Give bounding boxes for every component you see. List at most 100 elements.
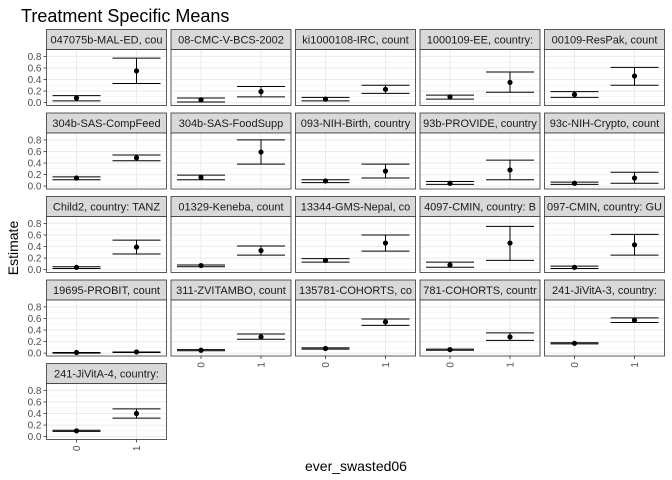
y-tick-label: 0.2	[28, 337, 42, 348]
facet-panel: 93b-PROVIDE, country	[419, 112, 541, 190]
x-tick-label: 1	[630, 362, 641, 368]
panel-border	[295, 49, 416, 106]
y-tick-label: 0.6	[28, 63, 42, 74]
data-point	[507, 167, 513, 173]
data-point	[571, 91, 578, 98]
data-point	[631, 175, 638, 181]
facet-strip-label: 047075b-MAL-ED, cou	[51, 35, 163, 47]
y-tick-label: 0.4	[28, 242, 42, 253]
panel-border	[419, 49, 541, 106]
data-point	[382, 168, 389, 174]
facet-panel: 241-JiVitA-3, country: 0 1	[544, 279, 665, 368]
panel-background	[544, 49, 665, 106]
panel-border	[419, 216, 541, 273]
facet-panel: 93c-NIH-Crypto, count	[544, 112, 665, 190]
data-point	[447, 180, 453, 186]
x-tick-label: 0	[72, 445, 83, 451]
panel-border	[170, 299, 292, 357]
facet-strip-label: ki1000108-IRC, count	[302, 35, 408, 47]
data-point	[258, 89, 264, 95]
x-tick-label: 0	[446, 362, 457, 368]
panel-background	[295, 49, 416, 106]
y-axis-title: Estimate	[5, 221, 21, 276]
y-tick-label: 0.0	[28, 182, 42, 193]
panel-background	[46, 216, 167, 273]
panel-border	[170, 49, 292, 106]
y-tick-label: 0.8	[28, 52, 42, 63]
data-point	[133, 68, 140, 74]
facet-panel: 4097-CMIN, country: B	[419, 196, 541, 273]
y-tick-label: 0.6	[28, 397, 42, 408]
data-point	[73, 95, 80, 101]
y-tick-label: 0.4	[28, 159, 42, 170]
facet-panel: 304b-SAS-CompFeed 0.00.20.40.60.8	[28, 112, 167, 193]
data-point	[447, 262, 453, 268]
y-tick-label: 0.6	[28, 230, 42, 241]
panel-background	[544, 216, 665, 273]
facet-strip-label: 4097-CMIN, country: B	[424, 202, 536, 214]
y-tick-label: 0.8	[28, 135, 42, 146]
facet-strip-label: 241-JiVitA-4, country:	[54, 369, 159, 381]
facet-panel: 097-CMIN, country: GU	[544, 196, 665, 273]
facet-panel: 781-COHORTS, countr 0 1	[419, 279, 541, 368]
data-point	[198, 262, 204, 269]
y-tick-label: 0.0	[28, 349, 42, 360]
data-point	[258, 149, 264, 155]
facet-panels: 047075b-MAL-ED, cou0.00.20.40.60.808-CMC…	[28, 29, 665, 451]
panel-background	[420, 300, 540, 356]
facet-strip-label: 19695-PROBIT, count	[53, 285, 160, 297]
data-point	[133, 244, 140, 250]
data-point	[258, 334, 264, 340]
y-tick-label: 0.2	[28, 254, 42, 265]
facet-strip-label: 00109-ResPak, count	[552, 35, 658, 47]
panel-border	[544, 299, 665, 357]
facet-strip-label: 241-JiVitA-3, country:	[552, 285, 657, 297]
data-point	[571, 180, 578, 186]
facet-strip-label: 93b-PROVIDE, country	[423, 118, 537, 130]
facet-strip-label: 097-CMIN, country: GU	[547, 202, 662, 214]
data-point	[631, 242, 638, 248]
panel-border	[170, 132, 292, 190]
y-tick-label: 0.2	[28, 87, 42, 98]
panel-border	[46, 49, 167, 106]
facet-strip-label: 1000109-EE, country:	[427, 35, 533, 47]
x-tick-label: 1	[381, 362, 392, 368]
facet-panel: 241-JiVitA-4, country: 0.00.20.40.60.8 0 1	[28, 363, 167, 451]
x-tick-label: 1	[257, 362, 268, 368]
data-point	[133, 155, 140, 161]
panel-background	[171, 300, 291, 356]
y-tick-label: 0.6	[28, 314, 42, 325]
panel-background	[420, 49, 540, 106]
x-tick-label: 1	[506, 362, 517, 368]
panel-background	[46, 300, 167, 356]
data-point	[631, 317, 638, 323]
data-point	[73, 175, 80, 181]
data-point	[447, 94, 453, 100]
data-point	[258, 247, 264, 254]
y-tick-label: 0.0	[28, 98, 42, 109]
y-tick-label: 0.4	[28, 409, 42, 420]
data-point	[507, 334, 513, 340]
panel-border	[419, 299, 541, 357]
y-tick-label: 0.2	[28, 421, 42, 432]
data-point	[447, 347, 453, 353]
y-tick-label: 0.8	[28, 302, 42, 313]
data-point	[507, 79, 513, 86]
data-point	[382, 86, 389, 92]
panel-background	[171, 49, 291, 106]
y-tick-label: 0.4	[28, 326, 42, 337]
facet-strip-label: 135781-COHORTS, co	[299, 285, 412, 297]
facet-panel: 01329-Keneba, count	[170, 196, 292, 273]
facet-panel: 19695-PROBIT, count 0.00.20.40.60.8	[28, 279, 167, 360]
y-tick-label: 0.4	[28, 75, 42, 86]
panel-border	[46, 216, 167, 273]
data-point	[322, 178, 329, 184]
facet-panel: 093-NIH-Birth, country	[295, 112, 416, 190]
facet-panel: 311-ZVITAMBO, count 0 1	[170, 279, 292, 368]
panel-border	[544, 132, 665, 190]
data-point	[198, 97, 204, 103]
chart-title: Treatment Specific Means	[21, 6, 229, 26]
facet-panel: 13344-GMS-Nepal, co	[295, 196, 416, 273]
y-tick-label: 0.8	[28, 219, 42, 230]
